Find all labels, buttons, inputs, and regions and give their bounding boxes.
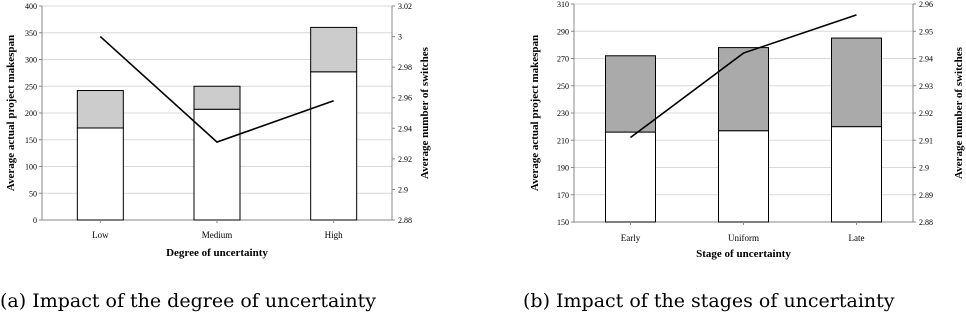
switches-line <box>630 14 857 139</box>
y2-tick-label: 2.9 <box>919 164 929 173</box>
y-tick-label: 210 <box>557 136 569 145</box>
y-tick-label: 190 <box>557 164 569 173</box>
y-tick-label: 270 <box>557 55 569 64</box>
y-tick-label: 230 <box>557 109 569 118</box>
bar-bottom-high <box>310 71 358 221</box>
y2-tick-label: 2.89 <box>919 191 933 200</box>
x-tick-label: Early <box>621 233 641 243</box>
bar-top-medium <box>193 85 241 110</box>
y-axis-title: Average actual project makespan <box>5 35 17 191</box>
y-tick-label: 250 <box>25 82 37 91</box>
x-tick-label: Medium <box>202 230 233 240</box>
y-tick-label: 200 <box>25 109 37 118</box>
bar-top-low <box>76 90 124 129</box>
bar-bottom-early <box>605 131 656 223</box>
bar-top-high <box>310 26 358 73</box>
y-tick-label: 310 <box>557 0 569 9</box>
y-tick-label: 50 <box>29 189 37 198</box>
caption-a: (a) Impact of the degree of uncertainty <box>0 290 376 312</box>
bar-bottom-late <box>831 126 882 223</box>
y2-axis-title: Average number of switches <box>419 46 431 179</box>
y-tick-label: 250 <box>557 82 569 91</box>
y2-tick-label: 2.91 <box>919 136 933 145</box>
y-tick-label: 150 <box>557 218 569 227</box>
y-tick-label: 100 <box>25 163 37 172</box>
y-tick-label: 290 <box>557 27 569 36</box>
y2-tick-label: 2.94 <box>398 124 412 133</box>
y-tick-label: 0 <box>33 216 37 225</box>
y2-tick-label: 3.02 <box>398 2 412 11</box>
x-axis-title: Degree of uncertainty <box>166 247 268 259</box>
y2-tick-label: 2.94 <box>919 55 933 64</box>
caption-b: (b) Impact of the stages of uncertainty <box>523 290 895 312</box>
x-tick-label: Late <box>849 233 865 243</box>
y2-tick-label: 2.88 <box>398 216 412 225</box>
x-tick-label: High <box>325 230 344 240</box>
y2-tick-label: 2.92 <box>919 109 933 118</box>
y2-tick-label: 2.93 <box>919 82 933 91</box>
y-axis-title: Average actual project makespan <box>529 35 541 191</box>
y2-tick-label: 2.98 <box>398 63 412 72</box>
bar-bottom-medium <box>193 108 241 221</box>
y-tick-label: 300 <box>25 56 37 65</box>
y2-tick-label: 2.95 <box>919 27 933 36</box>
y2-tick-label: 2.96 <box>398 94 412 103</box>
y2-tick-label: 2.9 <box>398 185 408 194</box>
x-axis-title: Stage of uncertainty <box>696 248 791 260</box>
y-tick-label: 150 <box>25 136 37 145</box>
x-tick-label: Uniform <box>728 233 759 243</box>
bar-bottom-low <box>76 127 124 221</box>
y-tick-label: 170 <box>557 191 569 200</box>
y2-tick-label: 3 <box>398 33 402 42</box>
bar-top-uniform <box>718 47 769 132</box>
chart-stage-of-uncertainty: 150 170 190 210 230 250 270 290 310 2.88 2.89 2.9 2.… <box>529 0 965 260</box>
y2-tick-label: 2.92 <box>398 155 412 164</box>
switches-line <box>99 35 334 143</box>
bar-bottom-uniform <box>718 130 769 223</box>
y-tick-label: 350 <box>25 29 37 38</box>
y-tick-label: 400 <box>25 2 37 11</box>
chart-degree-of-uncertainty: 0 50 100 150 200 250 300 350 400 2.88 2.9 2.92 2.94 2… <box>5 2 431 259</box>
bar-top-early <box>605 55 656 133</box>
y2-tick-label: 2.88 <box>919 218 933 227</box>
x-tick-label: Low <box>92 230 109 240</box>
bar-top-late <box>831 37 882 128</box>
y2-tick-label: 2.96 <box>919 0 933 9</box>
y2-axis-title: Average number of switches <box>953 46 965 179</box>
